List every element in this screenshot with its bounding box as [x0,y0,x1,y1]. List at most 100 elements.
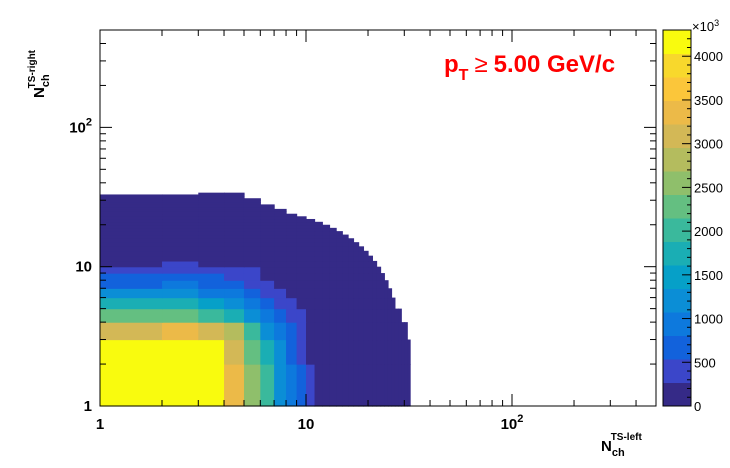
heatmap-cell [363,273,369,281]
heatmap-cell [404,322,408,341]
heatmap-cell [100,364,163,407]
heatmap-cell [162,221,199,226]
heatmap-cell [224,339,245,365]
heatmap-cell [274,234,287,239]
colorbar-swatch [663,194,691,219]
heatmap-cell [243,297,261,310]
heatmap-cell [224,280,245,289]
heatmap-cell [162,273,199,281]
heatmap-cell [296,218,307,223]
heatmap-cell [162,196,199,199]
heatmap-cell [380,339,385,365]
heatmap-cell [296,221,307,226]
heatmap-cell [274,213,287,217]
heatmap-cell [380,308,385,323]
heatmap-cell [224,200,245,203]
heatmap-cell [391,364,396,407]
heatmap-cell [314,280,323,289]
heatmap-cell [243,339,261,365]
heatmap-cell [243,204,261,208]
heatmap-cell [322,297,331,310]
heatmap-cell [198,200,225,203]
heatmap-cell [372,288,378,299]
heatmap-cell [224,216,245,220]
heatmap-cell [198,255,225,262]
heatmap-cell [162,194,199,197]
heatmap-cell [274,218,287,223]
heatmap-cell [363,255,369,262]
heatmap-cell [329,234,337,239]
heatmap-cell [100,231,163,236]
heatmap-cell [384,364,389,407]
heatmap-cell [306,238,316,243]
heatmap-cell [387,339,393,365]
heatmap-cell [274,227,287,232]
heatmap-cell [387,308,393,323]
x-axis-title: Nch TS-left [601,432,642,459]
heatmap-cell [387,322,393,341]
heatmap-cell [329,260,337,268]
heatmap-cell [260,221,275,226]
heatmap-cell [368,280,373,289]
heatmap-cell [296,216,307,220]
heatmap-cell [243,213,261,217]
heatmap-cell [198,224,225,229]
heatmap-cell [198,213,225,217]
heatmap-cell [336,322,343,341]
heatmap-cell [376,273,382,281]
y-axis-title-main: N [31,87,48,98]
heatmap-cell [243,218,261,223]
heatmap-cell [348,297,355,310]
heatmap-cell [224,238,245,243]
heatmap-cell [198,227,225,232]
heatmap-cell [260,206,275,210]
heatmap-cell [353,273,360,281]
heatmap-cell [162,308,199,323]
heatmap-cell [260,227,275,232]
heatmap-cell [198,216,225,220]
heatmap-cell [322,255,331,262]
heatmap-cell [260,234,275,239]
heatmap-cell [353,246,360,252]
heatmap-cell [358,288,365,299]
heatmap-cell [198,204,225,208]
heatmap-cell [100,194,163,197]
heatmap-cell [368,322,373,341]
heatmap-cell [363,250,369,257]
heatmap-cell [224,246,245,252]
colorbar-tick-label: 0 [694,399,701,414]
y-tick-label-base: 10 [69,119,86,136]
heatmap-cell [296,322,307,341]
heatmap-cell [162,216,199,220]
heatmap-cell [198,194,225,197]
heatmap-cell [342,234,349,239]
heatmap-cell [384,280,389,289]
heatmap-cell [100,339,163,365]
heatmap-cell [342,242,349,247]
heatmap-cell [314,266,323,274]
heatmap-cell [336,308,343,323]
heatmap-cells [100,192,411,407]
heatmap-cell [274,238,287,243]
heatmap-cell [358,339,365,365]
heatmap-cell [342,266,349,274]
heatmap-cell [404,339,408,365]
heatmap-cell [100,288,163,299]
heatmap-cell [260,288,275,299]
colorbar-tick-label: 3500 [694,93,723,108]
heatmap-cell [376,322,382,341]
heatmap-cell [100,211,163,215]
heatmap-cell [336,242,343,247]
heatmap-cell [296,246,307,252]
heatmap-cell [314,242,323,247]
heatmap-cell [407,364,411,407]
heatmap-cell [314,339,323,365]
heatmap-cell [398,339,402,365]
heatmap-cell [260,242,275,247]
heatmap-cell [198,231,225,236]
heatmap-cell [404,364,408,407]
heatmap-cell [322,266,331,274]
heatmap-cell [286,250,298,257]
heatmap-cell [329,266,337,274]
heatmap-cell [243,206,261,210]
